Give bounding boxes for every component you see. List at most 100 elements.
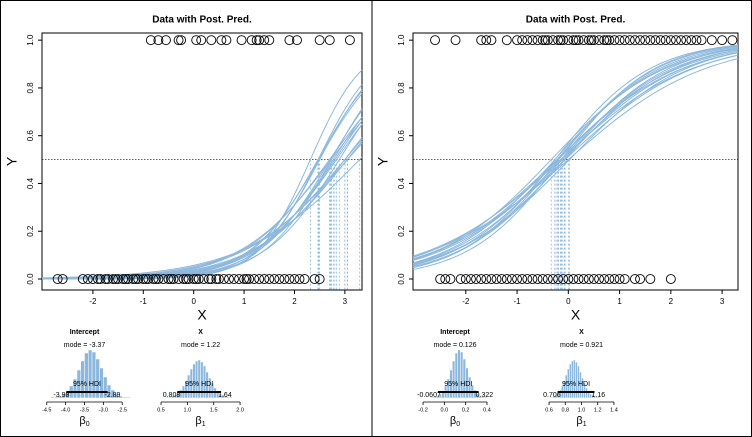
x-tick-label: -0.2 xyxy=(418,407,427,413)
data-point xyxy=(547,274,558,284)
hdi-low: 0.706 xyxy=(543,392,561,399)
hist-bar xyxy=(88,349,93,399)
data-point xyxy=(239,274,250,284)
data-point xyxy=(236,35,247,46)
data-point xyxy=(563,274,574,284)
posterior-curve xyxy=(41,139,363,279)
data-point xyxy=(123,274,134,284)
data-point xyxy=(665,274,676,284)
data-point xyxy=(284,35,295,46)
hdi-high: -2.89 xyxy=(105,392,121,399)
data-point xyxy=(619,274,630,284)
hdi-low: -3.98 xyxy=(53,392,69,399)
y-tick-label: 1.0 xyxy=(397,34,406,46)
mode-label: mode = -3.37 xyxy=(64,342,106,349)
posterior-curve xyxy=(412,54,739,257)
data-point xyxy=(655,35,666,46)
data-point xyxy=(665,35,676,46)
y-tick-label: 0.6 xyxy=(397,130,406,142)
y-tick-label: 0.0 xyxy=(397,273,406,285)
posterior-curve xyxy=(412,58,739,258)
x-tick-label: 0.0 xyxy=(441,407,449,413)
data-point xyxy=(571,35,581,46)
data-point xyxy=(624,35,635,46)
data-point xyxy=(314,35,325,46)
posterior-curve xyxy=(412,51,739,261)
data-point xyxy=(108,274,119,284)
data-point xyxy=(527,35,538,46)
data-point xyxy=(344,35,355,46)
data-point xyxy=(196,35,207,46)
data-point xyxy=(82,274,93,284)
mode-label: mode = 0.921 xyxy=(560,342,603,349)
x-tick-label: -4.5 xyxy=(42,407,51,413)
data-point xyxy=(292,35,302,46)
data-point xyxy=(229,274,239,284)
data-point xyxy=(246,35,257,46)
data-point xyxy=(289,274,300,284)
data-point xyxy=(198,274,209,284)
data-point xyxy=(676,35,687,46)
data-point xyxy=(635,274,646,284)
x-tick-label: 0.2 xyxy=(462,407,470,413)
data-point xyxy=(221,35,232,46)
data-point xyxy=(578,35,589,46)
data-point xyxy=(181,274,192,284)
posterior-curve xyxy=(412,46,739,266)
data-point xyxy=(594,35,605,46)
data-point xyxy=(95,274,106,284)
hdi-label: 95% HDI xyxy=(73,381,101,388)
data-point xyxy=(583,35,594,46)
data-point xyxy=(264,35,275,46)
data-point xyxy=(573,35,584,46)
data-point xyxy=(445,274,456,284)
data-point xyxy=(696,35,707,46)
y-axis-label: Y xyxy=(4,156,20,166)
data-point xyxy=(145,35,156,46)
hdi-high: 1.64 xyxy=(218,392,232,399)
x-axis-label-subscript: 0 xyxy=(456,421,460,428)
x-tick-label: 1.0 xyxy=(184,407,192,413)
data-point xyxy=(460,274,471,284)
data-point xyxy=(589,274,599,284)
data-point xyxy=(558,35,569,46)
data-point xyxy=(547,35,558,46)
x-tick-label: -2.5 xyxy=(117,407,126,413)
hdi-low: 0.808 xyxy=(163,392,181,399)
data-point xyxy=(537,274,548,284)
data-point xyxy=(138,274,149,284)
data-point xyxy=(691,35,702,46)
hist-bar xyxy=(457,349,461,399)
data-point xyxy=(183,274,194,284)
data-point xyxy=(218,274,229,284)
x-axis-label: β1 xyxy=(195,415,205,428)
y-axis-label: Y xyxy=(375,156,391,166)
hist-title: X xyxy=(198,329,203,336)
data-point xyxy=(650,35,661,46)
hist-title: X xyxy=(579,329,584,336)
data-point xyxy=(501,274,512,284)
data-point xyxy=(163,274,174,284)
data-point xyxy=(211,274,222,284)
hdi-label: 95% HDI xyxy=(185,381,213,388)
x-axis-label: β0 xyxy=(450,415,460,428)
x-tick-label: -1 xyxy=(513,297,521,306)
hdi-label: 95% HDI xyxy=(562,381,590,388)
x-tick-label: -1 xyxy=(140,297,148,306)
x-tick-label: 1.5 xyxy=(210,407,218,413)
y-tick-label: 0.8 xyxy=(397,82,406,94)
data-point xyxy=(176,35,187,46)
data-point xyxy=(578,274,589,284)
posterior-curve xyxy=(412,45,739,268)
data-point xyxy=(435,274,446,284)
posterior-curve xyxy=(41,108,363,280)
posterior-curve xyxy=(42,69,363,280)
data-point xyxy=(553,274,564,284)
x-axis-label-symbol: β xyxy=(195,415,201,427)
data-point xyxy=(173,274,184,284)
data-point xyxy=(486,274,497,284)
posterior-curve xyxy=(41,141,363,280)
data-point xyxy=(568,274,579,284)
y-tick-label: 0.0 xyxy=(26,273,35,285)
data-point xyxy=(517,274,528,284)
